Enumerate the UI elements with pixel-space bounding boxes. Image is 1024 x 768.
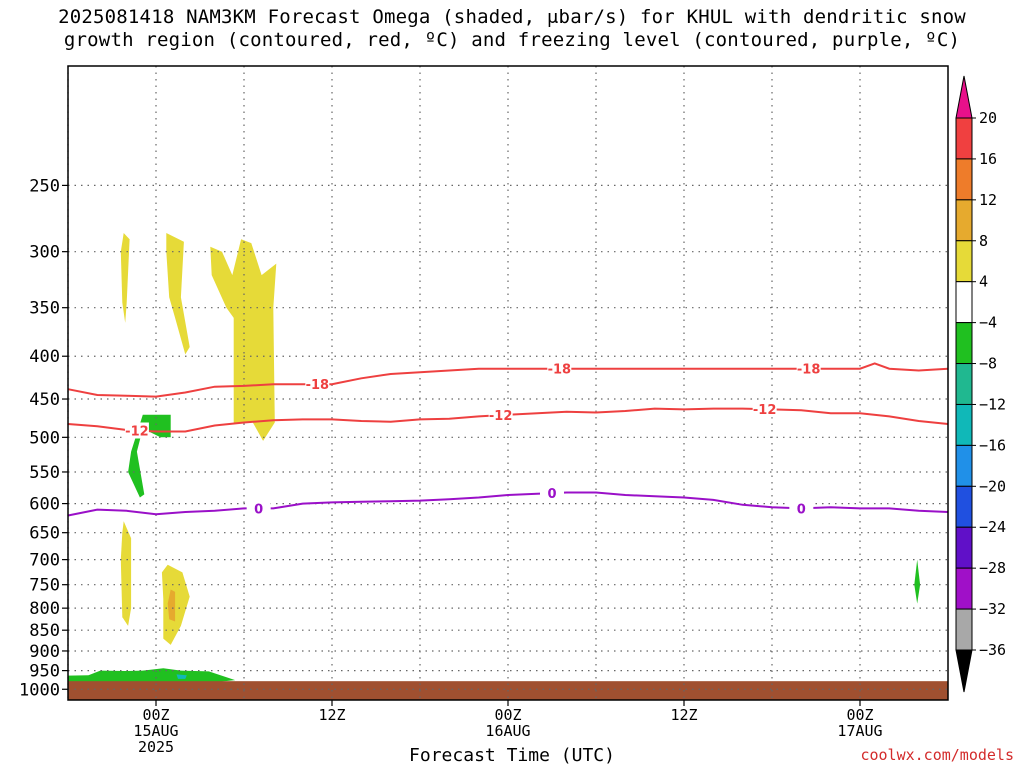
- contour-label-bg--18-2: [796, 360, 821, 377]
- omega-region-2: [210, 239, 277, 441]
- colorbar-top-arrow: [955, 75, 973, 119]
- contour-label--12-2: -12: [753, 403, 777, 418]
- contour-label--18-2: -18: [797, 363, 821, 378]
- colorbar-label-11: −28: [979, 559, 1006, 577]
- colorbar-label-1: 16: [979, 150, 997, 168]
- omega-region-4: [161, 564, 190, 645]
- colorbar-segment-1: [955, 158, 973, 201]
- omega-region-1: [166, 233, 190, 355]
- contour-label-0-0: 0: [254, 502, 263, 517]
- contour-line--18: [67, 362, 949, 398]
- colorbar-segment-6: [955, 363, 973, 405]
- x-tick-label-6-1: 15AUG: [133, 722, 178, 740]
- credit-link[interactable]: coolwx.com/models: [860, 746, 1014, 764]
- y-tick-label-350: 350: [29, 299, 60, 319]
- colorbar-segment-8: [955, 444, 973, 487]
- contour-label-bg--12-0: [124, 422, 149, 439]
- colorbar-label-12: −32: [979, 600, 1006, 618]
- omega-region-8: [176, 674, 187, 679]
- colorbar-label-6: −8: [979, 355, 997, 373]
- colorbar-segment-11: [955, 567, 973, 610]
- y-tick-label-950: 950: [29, 662, 60, 682]
- contour-label--18-0: -18: [306, 378, 330, 393]
- colorbar-label-5: −4: [979, 314, 997, 332]
- colorbar-label-7: −12: [979, 395, 1006, 413]
- chart-title-line-1: 2025081418 NAM3KM Forecast Omega (shaded…: [58, 6, 966, 28]
- colorbar-label-2: 12: [979, 191, 997, 209]
- contour-label--12-1: -12: [489, 409, 513, 424]
- colorbar-segment-9: [955, 485, 973, 528]
- y-tick-label-500: 500: [29, 428, 60, 448]
- y-tick-label-400: 400: [29, 347, 60, 367]
- x-tick-label-6-0: 00Z: [142, 706, 169, 724]
- omega-region-7: [68, 668, 236, 684]
- contour-label-bg--12-2: [752, 401, 777, 418]
- contour-label--12-0: -12: [125, 425, 149, 440]
- contour-label-bg--18-1: [547, 360, 572, 377]
- x-tick-label-18-0: 12Z: [318, 706, 345, 724]
- colorbar-segment-2: [955, 199, 973, 242]
- colorbar-segment-4: [955, 281, 973, 324]
- colorbar: 20 16 12 8 4 −4 −8 −12 −16 −20 −24 −28 −32 −36: [955, 75, 1006, 693]
- colorbar-label-9: −20: [979, 477, 1006, 495]
- colorbar-label-10: −24: [979, 518, 1006, 536]
- colorbar-label-0: 20: [979, 109, 997, 127]
- omega-region-5: [167, 589, 176, 622]
- x-tick-label-30-1: 16AUG: [485, 722, 530, 740]
- omega-region-10: [914, 559, 921, 604]
- colorbar-label-4: 4: [979, 273, 988, 291]
- chart-title-line-2: growth region (contoured, red, ºC) and f…: [63, 29, 961, 51]
- contour-label-0-1: 0: [547, 487, 556, 502]
- x-tick-label-54-1: 17AUG: [837, 722, 882, 740]
- contour-label-bg--18-0: [305, 376, 330, 393]
- y-tick-label-450: 450: [29, 390, 60, 410]
- colorbar-label-3: 8: [979, 232, 988, 250]
- x-tick-label-30-0: 00Z: [494, 706, 521, 724]
- colorbar-segment-10: [955, 526, 973, 569]
- x-tick-label-6-2: 2025: [138, 738, 174, 756]
- gridlines: [67, 66, 948, 700]
- contour-label-bg-0-1: [540, 485, 564, 502]
- y-tick-label-800: 800: [29, 599, 60, 619]
- axes: 2503003504004505005506006507007508008509…: [19, 65, 949, 756]
- y-tick-label-900: 900: [29, 642, 60, 662]
- contour-label-bg-0-2: [789, 500, 814, 517]
- contour-label-0-2: 0: [797, 502, 806, 517]
- contour-label--18-1: -18: [548, 363, 572, 378]
- y-tick-label-300: 300: [29, 243, 60, 263]
- plot-frame: [67, 65, 949, 701]
- omega-shading-layer: [68, 233, 921, 685]
- x-axis-title: Forecast Time (UTC): [409, 745, 615, 766]
- y-tick-label-1000: 1000: [19, 680, 60, 700]
- contour-label-bg--12-1: [488, 407, 513, 424]
- y-tick-label-700: 700: [29, 551, 60, 571]
- y-tick-label-250: 250: [29, 176, 60, 196]
- colorbar-label-8: −16: [979, 436, 1006, 454]
- y-tick-label-600: 600: [29, 495, 60, 515]
- y-tick-label-750: 750: [29, 576, 60, 596]
- omega-region-3: [120, 521, 132, 626]
- y-tick-label-650: 650: [29, 524, 60, 544]
- colorbar-bottom-arrow: [955, 649, 973, 693]
- colorbar-segment-0: [955, 117, 973, 160]
- contour-layer: -18 -18 -18 -12 -12 -12 0 0 0: [67, 360, 949, 517]
- colorbar-segment-5: [955, 322, 973, 365]
- contour-label-bg-0-0: [246, 500, 271, 517]
- x-tick-label-54-0: 00Z: [846, 706, 873, 724]
- colorbar-segment-12: [955, 608, 973, 651]
- y-tick-label-850: 850: [29, 621, 60, 641]
- colorbar-segment-7: [955, 403, 973, 446]
- x-tick-label-42-0: 12Z: [670, 706, 697, 724]
- omega-region-0: [120, 233, 130, 323]
- colorbar-label-13: −36: [979, 641, 1006, 659]
- y-tick-label-550: 550: [29, 463, 60, 483]
- colorbar-segment-3: [955, 240, 973, 283]
